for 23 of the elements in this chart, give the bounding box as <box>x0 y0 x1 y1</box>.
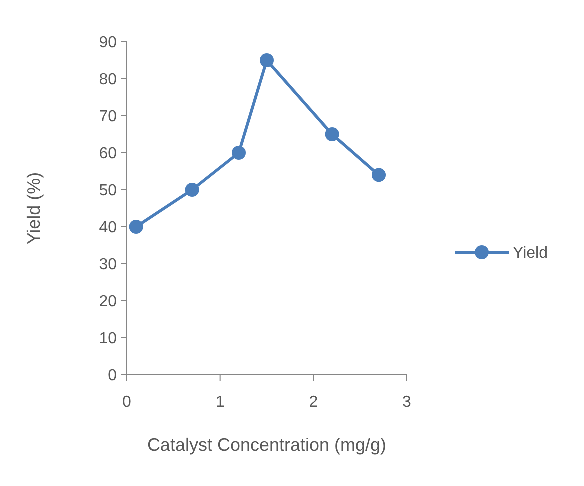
y-tick-label: 60 <box>99 146 118 163</box>
x-axis-title: Catalyst Concentration (mg/g) <box>147 435 387 455</box>
y-tick-label: 40 <box>99 220 118 237</box>
point <box>232 146 246 160</box>
y-tick-label: 30 <box>99 256 118 274</box>
legend-label: Yield <box>513 245 548 262</box>
y-tick-label: 20 <box>99 294 118 311</box>
y-axis-title: Yield (%) <box>24 172 44 245</box>
point <box>372 168 386 182</box>
x-tick-label: 2 <box>309 394 318 411</box>
y-tick-label: 10 <box>99 330 118 348</box>
x-tick-label: 3 <box>402 394 412 411</box>
point <box>260 54 274 68</box>
y-tick-label: 50 <box>99 182 118 200</box>
point <box>129 220 144 234</box>
y-tick-label: 0 <box>108 368 118 385</box>
point <box>325 128 340 142</box>
y-tick-label: 80 <box>99 72 118 89</box>
x-tick-label: 0 <box>122 394 132 411</box>
y-tick-label: 70 <box>99 108 118 126</box>
x-tick-label: 1 <box>216 394 225 411</box>
point <box>185 183 200 197</box>
y-tick-label: 90 <box>99 34 118 52</box>
